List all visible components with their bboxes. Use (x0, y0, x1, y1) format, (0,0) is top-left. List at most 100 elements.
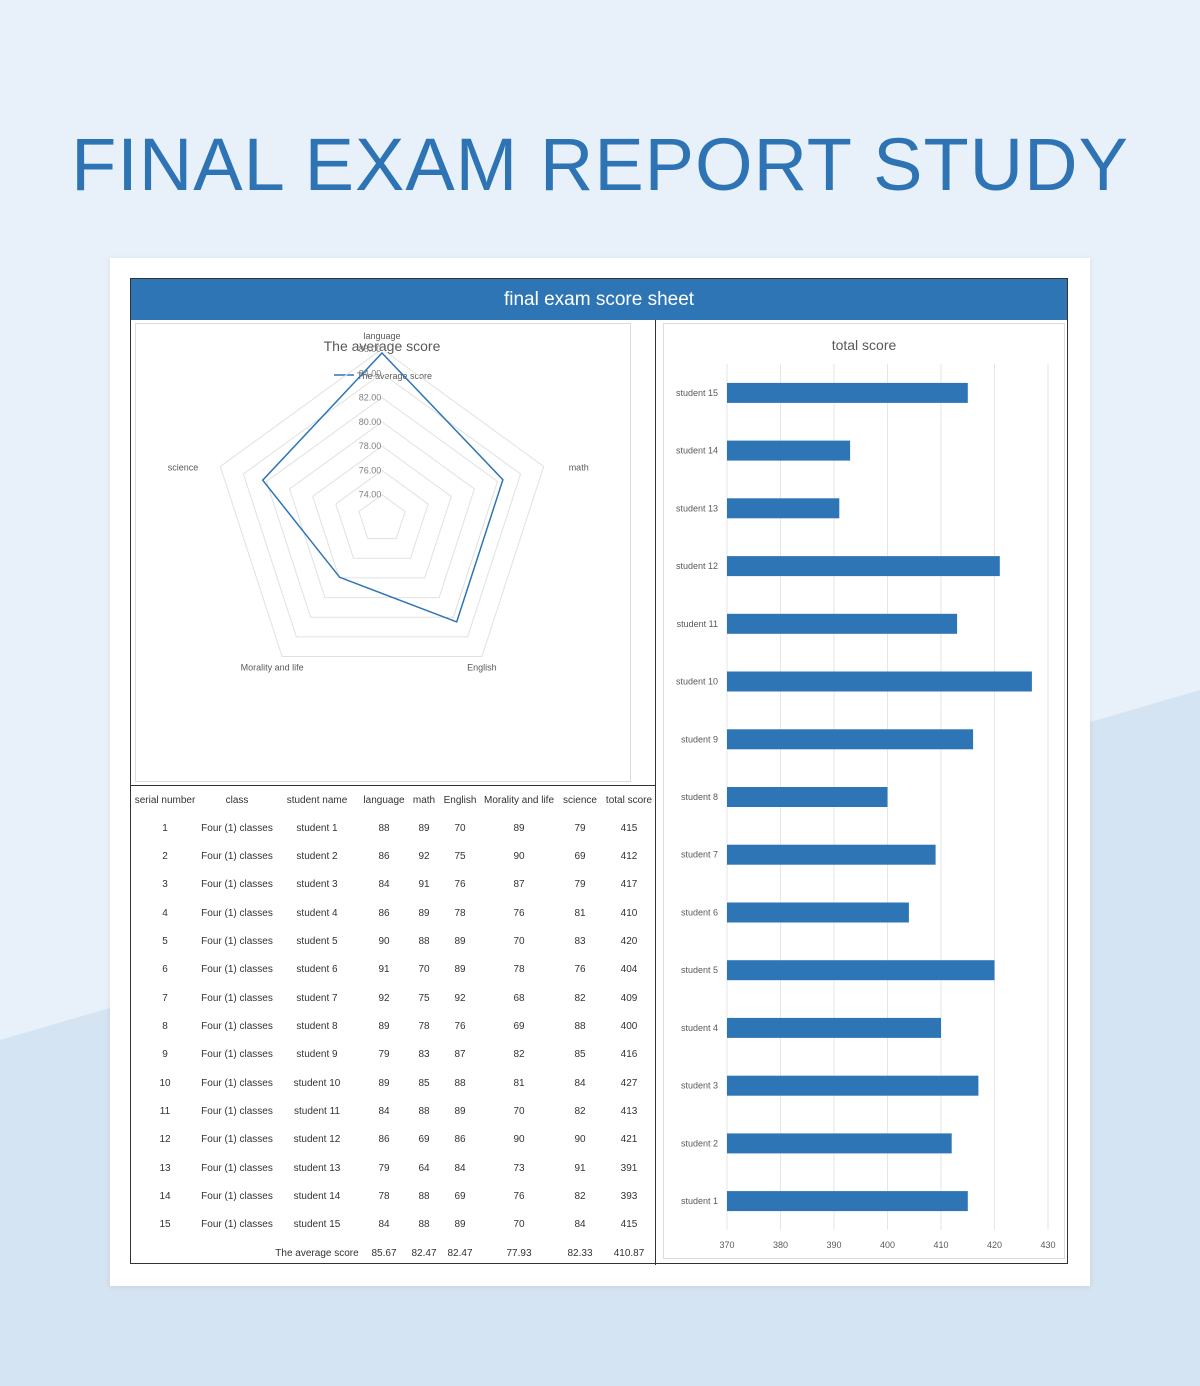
table-cell: 3 (162, 879, 168, 891)
bar-student-11 (727, 613, 958, 634)
table-cell: 84 (378, 879, 390, 891)
row-divider (131, 785, 655, 786)
table-cell: 69 (454, 1191, 466, 1203)
table-cell: 84 (574, 1077, 586, 1089)
radar-axis-label: Morality and life (241, 663, 304, 673)
table-cell: student 11 (294, 1106, 340, 1118)
table-cell: 70 (513, 936, 525, 948)
radar-axis-label: math (569, 463, 589, 473)
table-row: 4 Four (1) classes student 4 86 89 78 76 81 410 (131, 899, 655, 927)
table-cell: 92 (454, 992, 466, 1004)
table-cell: 88 (418, 936, 430, 948)
bar-chart-frame: total score 370 380 390 400 410 420 430 student … (663, 323, 1065, 1259)
table-cell: student 5 (296, 936, 338, 948)
radar-grid-ring (358, 494, 406, 540)
table-cell: Four (1) classes (201, 879, 273, 891)
bar-student-2 (727, 1133, 952, 1154)
bar-student-6 (727, 902, 909, 923)
column-header: math (412, 794, 436, 806)
total-score-bar-chart: total score 370 380 390 400 410 420 430 student … (676, 337, 1056, 1250)
empty-cell (131, 1239, 275, 1267)
table-cell: Four (1) classes (201, 992, 273, 1004)
table-cell: Four (1) classes (201, 936, 273, 948)
radar-tick-label: 80.00 (359, 417, 382, 427)
bar-category-label: student 4 (681, 1023, 718, 1033)
radar-legend-label: The average score (357, 371, 432, 381)
bar-student-14 (727, 440, 851, 461)
table-cell: 88 (574, 1021, 586, 1033)
table-cell: 88 (378, 822, 390, 834)
table-cell: 8 (162, 1021, 168, 1033)
table-cell: 76 (513, 1191, 525, 1203)
bar-student-8 (727, 787, 888, 807)
table-cell: student 13 (293, 1162, 341, 1174)
table-cell: 75 (454, 851, 466, 863)
bar-chart-title: total score (832, 337, 897, 353)
radar-grid-ring (219, 348, 545, 657)
bar-student-13 (727, 498, 840, 519)
table-cell: 1 (162, 822, 168, 834)
table-cell: 79 (574, 822, 586, 834)
table-cell: Four (1) classes (201, 851, 273, 863)
table-cell: 90 (378, 936, 390, 948)
table-cell: 90 (574, 1134, 586, 1146)
table-cell: student 14 (293, 1191, 341, 1203)
table-row: 8 Four (1) classes student 8 89 78 76 69 88 400 (131, 1012, 655, 1040)
table-cell: 415 (620, 1219, 638, 1231)
column-header: serial number (134, 794, 196, 806)
table-cell: student 12 (293, 1134, 341, 1146)
table-cell: 86 (378, 851, 390, 863)
table-cell: 412 (620, 851, 638, 863)
table-cell: 69 (574, 851, 586, 863)
radar-grid-ring (265, 396, 499, 618)
bar-x-tick-label: 410 (933, 1240, 948, 1250)
radar-grid-ring (335, 469, 429, 559)
table-cell: 75 (418, 992, 430, 1004)
table-cell: 81 (574, 907, 586, 919)
sheet-title: final exam score sheet (131, 279, 1067, 320)
bar-category-label: student 13 (676, 503, 718, 513)
radar-axis-label: language (363, 331, 400, 341)
bar-category-label: student 15 (676, 388, 718, 398)
table-cell: 6 (162, 964, 168, 976)
page-title: FINAL EXAM REPORT STUDY (71, 123, 1129, 206)
radar-title: The average score (324, 338, 441, 354)
table-cell: Four (1) classes (201, 1191, 273, 1203)
column-header: total score (605, 794, 653, 806)
table-cell: 89 (418, 822, 430, 834)
table-cell: 86 (378, 907, 390, 919)
table-cell: 89 (418, 907, 430, 919)
table-cell: 70 (418, 964, 430, 976)
bar-x-tick-label: 400 (880, 1240, 895, 1250)
bar-x-tick-label: 370 (719, 1240, 734, 1250)
radar-tick-label: 84.00 (359, 368, 382, 378)
table-cell: 81 (513, 1077, 525, 1089)
radar-tick-label: 78.00 (359, 441, 382, 451)
table-cell: 12 (159, 1134, 171, 1146)
average-row: The average score 85.67 82.47 82.47 77.93 82.… (131, 1239, 655, 1267)
table-cell: 400 (620, 1021, 638, 1033)
table-cell: 89 (454, 964, 466, 976)
table-cell: 84 (378, 1219, 390, 1231)
score-sheet-card: final exam score sheet The average score… (110, 258, 1090, 1286)
table-cell: Four (1) classes (201, 1106, 273, 1118)
table-cell: 78 (378, 1191, 390, 1203)
table-cell: 82 (574, 1106, 586, 1118)
table-cell: 90 (513, 1134, 525, 1146)
table-cell: 85 (574, 1049, 586, 1061)
bar-category-label: student 9 (681, 734, 718, 744)
table-row: 7 Four (1) classes student 7 92 75 92 68 82 409 (131, 984, 655, 1012)
table-cell: 13 (159, 1162, 171, 1174)
table-cell: Four (1) classes (201, 1134, 273, 1146)
table-row: 13 Four (1) classes student 13 79 64 84 73 91 39… (131, 1154, 655, 1182)
table-cell: 7 (162, 992, 168, 1004)
column-header: science (563, 794, 597, 806)
table-cell: 88 (418, 1106, 430, 1118)
average-cell: 82.47 (411, 1247, 437, 1259)
radar-axis-label: science (168, 463, 199, 473)
table-cell: 91 (378, 964, 390, 976)
table-cell: 427 (620, 1077, 638, 1089)
radar-grid-ring (242, 372, 522, 638)
table-cell: 86 (454, 1134, 466, 1146)
column-divider (655, 320, 656, 1265)
